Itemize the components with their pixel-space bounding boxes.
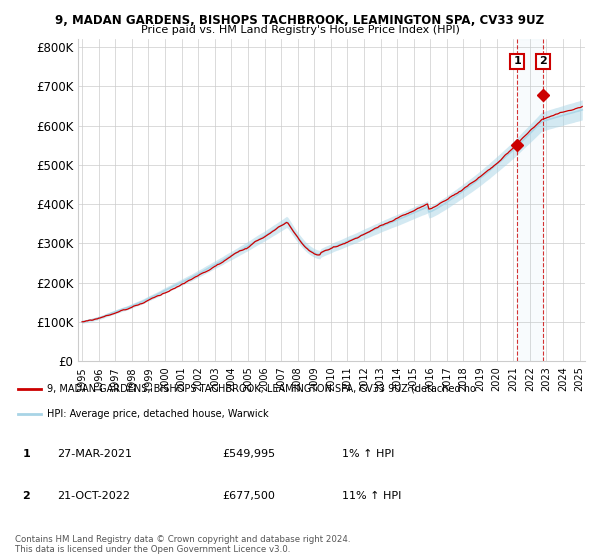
Text: Price paid vs. HM Land Registry's House Price Index (HPI): Price paid vs. HM Land Registry's House … [140,25,460,35]
Text: 1: 1 [513,57,521,67]
Text: 27-MAR-2021: 27-MAR-2021 [57,449,132,459]
Text: 1: 1 [23,449,30,459]
Text: HPI: Average price, detached house, Warwick: HPI: Average price, detached house, Warw… [47,408,268,418]
Text: Contains HM Land Registry data © Crown copyright and database right 2024.
This d: Contains HM Land Registry data © Crown c… [15,535,350,554]
Text: 9, MADAN GARDENS, BISHOPS TACHBROOK, LEAMINGTON SPA, CV33 9UZ: 9, MADAN GARDENS, BISHOPS TACHBROOK, LEA… [55,14,545,27]
Text: 1% ↑ HPI: 1% ↑ HPI [342,449,394,459]
Text: £677,500: £677,500 [222,491,275,501]
Text: 21-OCT-2022: 21-OCT-2022 [57,491,130,501]
Text: £549,995: £549,995 [222,449,275,459]
Text: 11% ↑ HPI: 11% ↑ HPI [342,491,401,501]
Text: 2: 2 [539,57,547,67]
Text: 2: 2 [23,491,30,501]
Bar [517,39,543,361]
Text: 9, MADAN GARDENS, BISHOPS TACHBROOK, LEAMINGTON SPA, CV33 9UZ (detached ho: 9, MADAN GARDENS, BISHOPS TACHBROOK, LEA… [47,384,475,394]
